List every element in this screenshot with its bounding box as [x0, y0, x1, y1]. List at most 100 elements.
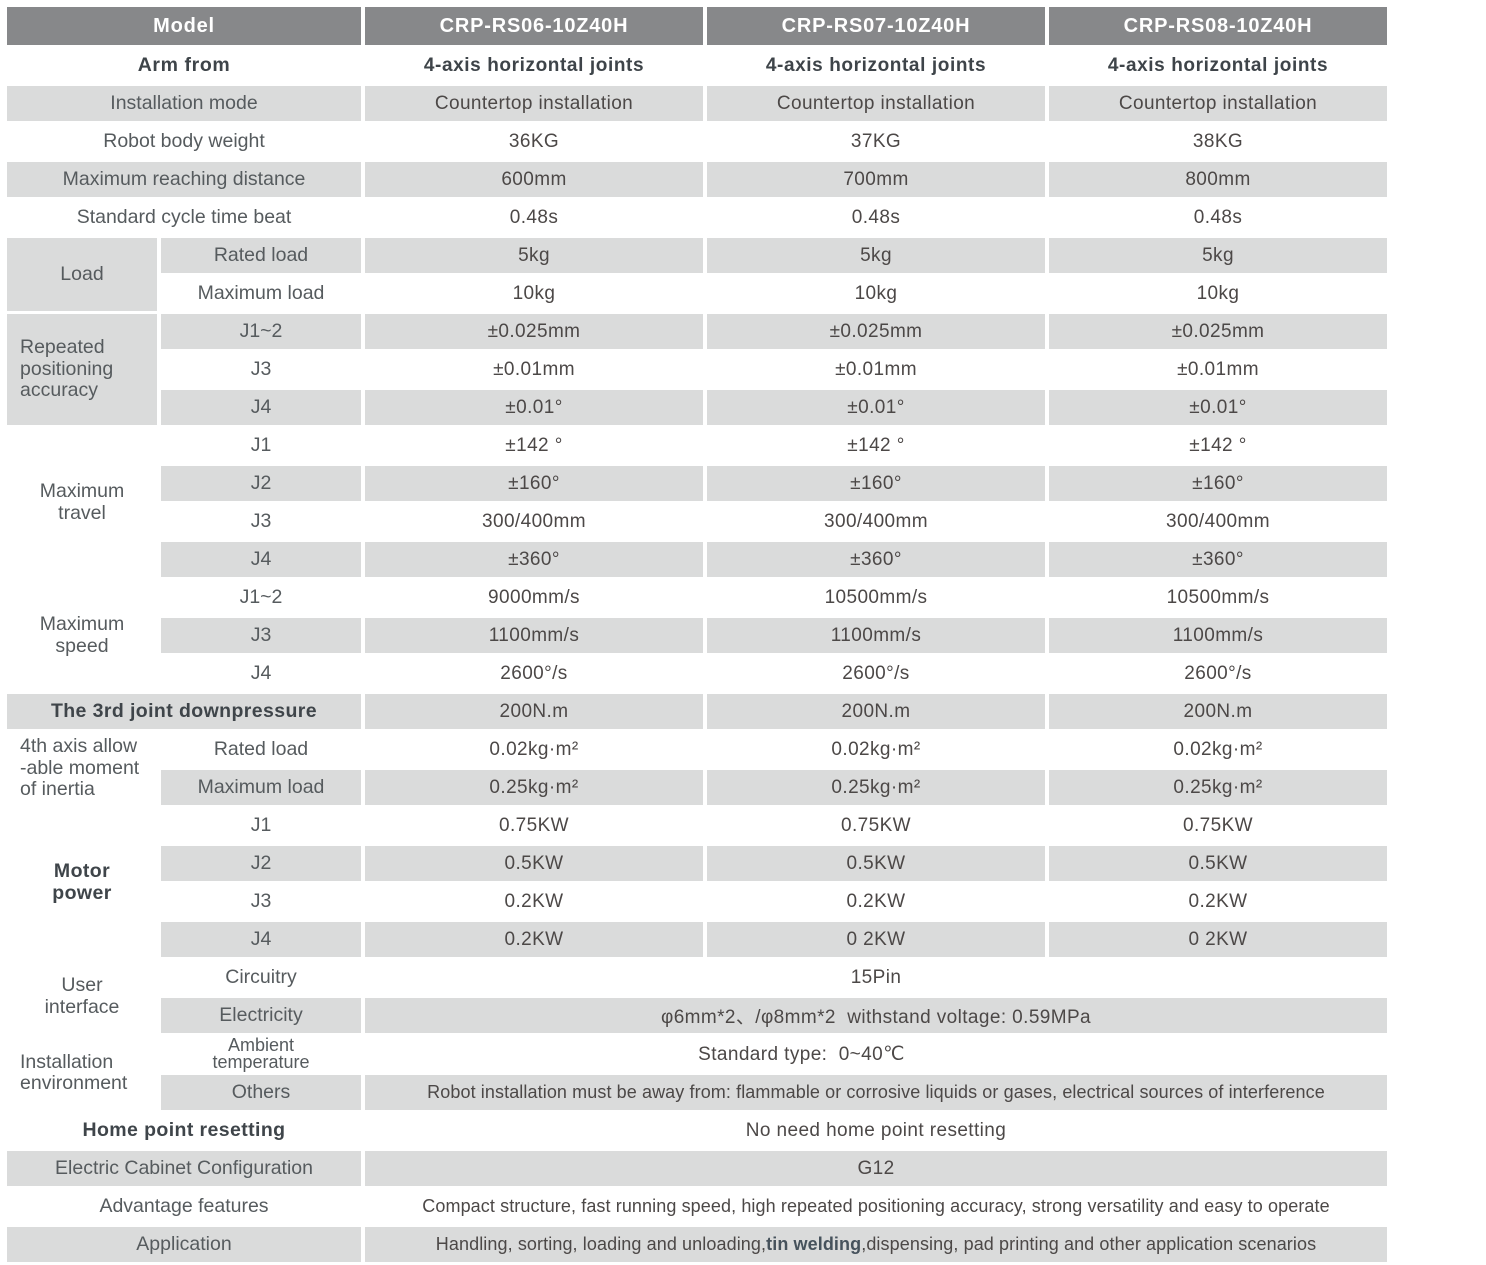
- group-label-line: positioning: [20, 357, 114, 380]
- application-text-post: ,dispensing, pad printing and other appl…: [861, 1234, 1317, 1254]
- value-cell: Countertop installation: [707, 86, 1045, 121]
- value-cell: 0.5KW: [707, 846, 1045, 881]
- value-cell: 300/400mm: [365, 504, 703, 539]
- group-cell-accuracy: Repeated positioning accuracy: [7, 314, 157, 425]
- value-cell: ±0.025mm: [707, 314, 1045, 349]
- value-cell: 300/400mm: [707, 504, 1045, 539]
- value-cell: ±360°: [707, 542, 1045, 577]
- value-cell: 37KG: [707, 124, 1045, 159]
- value-cell: Countertop installation: [1049, 86, 1387, 121]
- value-cell: 0.75KW: [365, 808, 703, 843]
- sub-label: J2: [161, 846, 361, 881]
- group-cell-installation-environment: Installation environment: [7, 1036, 157, 1110]
- row-travel-j2: J2 ±160° ±160° ±160°: [7, 466, 1387, 501]
- value-cell: Countertop installation: [365, 86, 703, 121]
- value-cell-merged: Compact structure, fast running speed, h…: [365, 1189, 1387, 1224]
- value-cell: 200N.m: [365, 694, 703, 729]
- row-travel-j4: J4 ±360° ±360° ±360°: [7, 542, 1387, 577]
- row-home-point: Home point resetting No need home point …: [7, 1113, 1387, 1148]
- spec-table: Model CRP-RS06-10Z40H CRP-RS07-10Z40H CR…: [3, 4, 1391, 1265]
- sub-label: J3: [161, 618, 361, 653]
- group-label-line: Motor: [53, 860, 111, 883]
- application-text-bold: tin welding: [766, 1234, 862, 1254]
- value-cell-merged: Handling, sorting, loading and unloading…: [365, 1227, 1387, 1262]
- value-cell: ±160°: [707, 466, 1045, 501]
- value-cell: ±360°: [365, 542, 703, 577]
- group-label-line: travel: [58, 501, 106, 524]
- value-cell: 200N.m: [707, 694, 1045, 729]
- value-cell: 38KG: [1049, 124, 1387, 159]
- value-cell: 0.48s: [1049, 200, 1387, 235]
- value-cell-merged: G12: [365, 1151, 1387, 1186]
- row-load-rated: Load Rated load 5kg 5kg 5kg: [7, 238, 1387, 311]
- row-body-weight: Robot body weight 36KG 37KG 38KG: [7, 124, 1387, 159]
- row-load-max: Maximum load 10kg 10kg 10kg: [7, 276, 1387, 311]
- value-cell: ±142 °: [1049, 428, 1387, 463]
- value-cell-merged: 15Pin: [365, 960, 1387, 995]
- row-advantage: Advantage features Compact structure, fa…: [7, 1189, 1387, 1224]
- value-cell: 5kg: [365, 238, 703, 273]
- value-cell-merged: No need home point resetting: [365, 1113, 1387, 1148]
- value-cell: ±142 °: [707, 428, 1045, 463]
- row-label: Standard cycle time beat: [7, 200, 361, 235]
- row-travel-j1: Maximum travel J1 ±142 ° ±142 ° ±142 °: [7, 428, 1387, 577]
- row-motor-j4: J4 0.2KW 0 2KW 0 2KW: [7, 922, 1387, 957]
- row-label: Arm from: [7, 48, 361, 83]
- value-cell: ±0.01°: [365, 390, 703, 425]
- sub-label-line: temperature: [212, 1052, 310, 1072]
- row-inertia-max: Maximum load 0.25kg·m² 0.25kg·m² 0.25kg·…: [7, 770, 1387, 805]
- sub-label: Ambient temperature: [161, 1036, 361, 1072]
- value-cell: 0.2KW: [707, 884, 1045, 919]
- row-label: Application: [7, 1227, 361, 1262]
- row-ambient-temperature: Installation environment Ambient tempera…: [7, 1036, 1387, 1110]
- value-cell: 5kg: [1049, 238, 1387, 273]
- value-cell: ±0.01°: [707, 390, 1045, 425]
- row-third-joint: The 3rd joint downpressure 200N.m 200N.m…: [7, 694, 1387, 729]
- value-cell: 5kg: [707, 238, 1045, 273]
- sub-label: Maximum load: [161, 770, 361, 805]
- value-cell: ±0.01mm: [1049, 352, 1387, 387]
- value-cell: 10kg: [365, 276, 703, 311]
- sub-label: J4: [161, 922, 361, 957]
- value-cell: ±0.025mm: [1049, 314, 1387, 349]
- group-cell-travel: Maximum travel: [7, 428, 157, 577]
- sub-label: J4: [161, 656, 361, 691]
- sub-label: Maximum load: [161, 276, 361, 311]
- value-cell: 0.02kg·m²: [707, 732, 1045, 767]
- value-cell-merged: φ6mm*2、/φ8mm*2 withstand voltage: 0.59MP…: [365, 998, 1387, 1033]
- group-label-line: of inertia: [20, 778, 95, 801]
- sub-label: J3: [161, 352, 361, 387]
- row-motor-j2: J2 0.5KW 0.5KW 0.5KW: [7, 846, 1387, 881]
- row-electricity: Electricity φ6mm*2、/φ8mm*2 withstand vol…: [7, 998, 1387, 1033]
- group-label-line: environment: [20, 1072, 128, 1094]
- row-application: Application Handling, sorting, loading a…: [7, 1227, 1387, 1262]
- sub-label: J1: [161, 428, 361, 463]
- value-cell: 1100mm/s: [1049, 618, 1387, 653]
- group-label-line: Maximum: [39, 613, 125, 636]
- value-cell: 0.5KW: [1049, 846, 1387, 881]
- row-cycle-time: Standard cycle time beat 0.48s 0.48s 0.4…: [7, 200, 1387, 235]
- value-cell: 0.2KW: [365, 922, 703, 957]
- row-label: Home point resetting: [7, 1113, 361, 1148]
- row-speed-j12: Maximum speed J1~2 9000mm/s 10500mm/s 10…: [7, 580, 1387, 691]
- sub-label: J1~2: [161, 580, 361, 615]
- row-accuracy-j12: Repeated positioning accuracy J1~2 ±0.02…: [7, 314, 1387, 425]
- value-cell: 10kg: [707, 276, 1045, 311]
- value-cell: 4-axis horizontal joints: [707, 48, 1045, 83]
- value-cell: 10500mm/s: [707, 580, 1045, 615]
- row-label: Maximum reaching distance: [7, 162, 361, 197]
- sub-label: J1~2: [161, 314, 361, 349]
- value-cell: 10kg: [1049, 276, 1387, 311]
- row-accuracy-j3: J3 ±0.01mm ±0.01mm ±0.01mm: [7, 352, 1387, 387]
- value-cell: 0.2KW: [365, 884, 703, 919]
- row-cabinet: Electric Cabinet Configuration G12: [7, 1151, 1387, 1186]
- sub-label: J3: [161, 884, 361, 919]
- value-cell: 10500mm/s: [1049, 580, 1387, 615]
- row-inertia-rated: 4th axis allow -able moment of inertia R…: [7, 732, 1387, 805]
- row-label: Advantage features: [7, 1189, 361, 1224]
- value-cell: 0.48s: [365, 200, 703, 235]
- value-cell: 0.5KW: [365, 846, 703, 881]
- value-cell: 4-axis horizontal joints: [1049, 48, 1387, 83]
- value-cell: ±160°: [1049, 466, 1387, 501]
- value-cell: 1100mm/s: [365, 618, 703, 653]
